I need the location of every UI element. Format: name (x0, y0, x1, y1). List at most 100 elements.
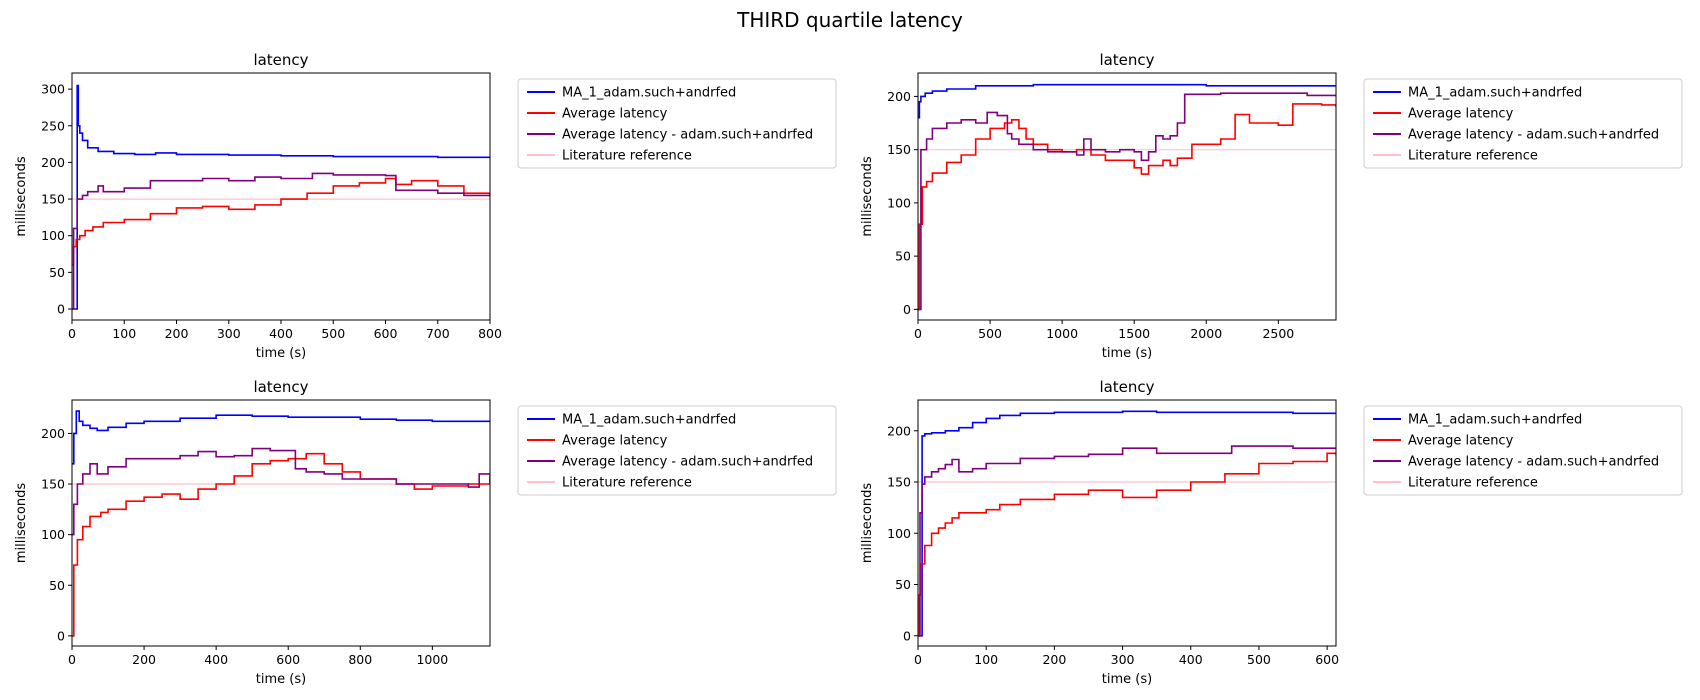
x-tick-label: 200 (1042, 652, 1066, 667)
x-tick-label: 700 (426, 326, 450, 341)
plot-frame (917, 399, 1337, 647)
subplot-3: 0 200 400 600 800 1000 0 50 100 150 200 latency time… (14, 378, 837, 687)
legend-label: Literature reference (562, 476, 692, 491)
subplot-title: latency (1099, 378, 1154, 396)
legend: MA_1_adam.such+andrfed Average latency Ave… (517, 78, 837, 169)
plot-frame (917, 72, 1337, 321)
y-tick-label: 0 (57, 628, 65, 643)
y-tick-label: 150 (887, 475, 911, 490)
x-tick-label: 500 (978, 326, 1002, 341)
y-tick-label: 0 (903, 302, 911, 317)
y-tick-label: 50 (895, 249, 911, 264)
x-tick-label: 0 (68, 652, 76, 667)
y-tick-label: 150 (41, 477, 65, 492)
x-tick-label: 600 (276, 652, 300, 667)
legend: MA_1_adam.such+andrfed Average latency Ave… (517, 405, 837, 496)
series-line-ma-1-adam-such-andrfed (72, 410, 490, 465)
x-tick-label: 200 (132, 652, 156, 667)
series-group (72, 84, 490, 310)
series-line-ma-1-adam-such-andrfed (918, 83, 1336, 119)
legend-label: Average latency - adam.such+andrfed (1408, 455, 1659, 470)
legend-label: Average latency - adam.such+andrfed (1408, 128, 1659, 143)
figure-title: THIRD quartile latency (737, 8, 963, 32)
series-line-ma-1-adam-such-andrfed (918, 410, 1336, 637)
x-axis-label: time (s) (256, 346, 306, 361)
subplot-4: 0 100 200 300 400 500 600 0 50 100 150 200 latency ti… (860, 378, 1683, 687)
x-axis-label: time (s) (256, 672, 306, 687)
x-tick-label: 800 (348, 652, 372, 667)
y-axis-label: milliseconds (860, 156, 875, 236)
series-group (918, 83, 1336, 311)
x-tick-label: 1000 (1046, 326, 1078, 341)
legend-label: Literature reference (1408, 476, 1538, 491)
x-tick-label: 500 (1247, 652, 1271, 667)
series-line-average-latency-adam-such-andrfed (72, 172, 490, 310)
y-tick-label: 100 (887, 195, 911, 210)
x-tick-label: 2500 (1262, 326, 1294, 341)
y-tick-label: 150 (41, 192, 65, 207)
legend-box (517, 78, 837, 169)
legend-box (517, 405, 837, 496)
y-axis-label: milliseconds (14, 156, 29, 236)
series-line-average-latency-adam-such-andrfed (72, 447, 490, 536)
series-line-average-latency (918, 452, 1336, 637)
legend-box (1363, 405, 1683, 496)
y-tick-label: 0 (57, 302, 65, 317)
legend-label: MA_1_adam.such+andrfed (1408, 86, 1582, 101)
series-group (918, 410, 1336, 637)
series-line-average-latency-adam-such-andrfed (918, 92, 1336, 311)
x-tick-label: 0 (914, 652, 922, 667)
y-tick-label: 100 (41, 228, 65, 243)
legend-label: Average latency (1408, 107, 1514, 122)
x-tick-label: 0 (68, 326, 76, 341)
legend-label: Average latency - adam.such+andrfed (562, 128, 813, 143)
legend-label: Average latency (562, 434, 668, 449)
y-axis-label: milliseconds (14, 483, 29, 563)
legend-label: MA_1_adam.such+andrfed (562, 86, 736, 101)
y-tick-label: 200 (41, 426, 65, 441)
y-tick-label: 200 (887, 89, 911, 104)
y-axis-label: milliseconds (860, 483, 875, 563)
legend-label: Literature reference (1408, 149, 1538, 164)
x-tick-label: 300 (1111, 652, 1135, 667)
y-tick-label: 100 (41, 527, 65, 542)
x-tick-label: 600 (1315, 652, 1339, 667)
x-tick-label: 800 (478, 326, 502, 341)
y-tick-label: 250 (41, 118, 65, 133)
legend: MA_1_adam.such+andrfed Average latency Ave… (1363, 405, 1683, 496)
subplot-1: 0 100 200 300 400 500 600 700 800 0 50 100 150 200 250… (14, 51, 837, 361)
series-line-average-latency-adam-such-andrfed (918, 445, 1336, 637)
subplot-title: latency (253, 51, 308, 69)
x-tick-label: 600 (374, 326, 398, 341)
x-axis-label: time (s) (1102, 346, 1152, 361)
subplot-title: latency (253, 378, 308, 396)
y-tick-label: 200 (41, 155, 65, 170)
plot-frame (71, 72, 491, 321)
legend-label: Average latency (1408, 434, 1514, 449)
x-tick-label: 1500 (1118, 326, 1150, 341)
x-tick-label: 100 (112, 326, 136, 341)
y-tick-label: 0 (903, 628, 911, 643)
subplot-title: latency (1099, 51, 1154, 69)
legend: MA_1_adam.such+andrfed Average latency Ave… (1363, 78, 1683, 169)
x-tick-label: 400 (269, 326, 293, 341)
y-tick-label: 300 (41, 82, 65, 97)
x-tick-label: 300 (217, 326, 241, 341)
x-tick-label: 2000 (1190, 326, 1222, 341)
series-group (72, 410, 490, 637)
y-tick-label: 50 (49, 578, 65, 593)
legend-label: Literature reference (562, 149, 692, 164)
series-line-average-latency (72, 177, 490, 266)
x-tick-label: 1000 (416, 652, 448, 667)
y-tick-label: 50 (895, 577, 911, 592)
y-tick-label: 150 (887, 142, 911, 157)
x-tick-label: 400 (1179, 652, 1203, 667)
y-tick-label: 200 (887, 423, 911, 438)
legend-label: Average latency - adam.such+andrfed (562, 455, 813, 470)
y-tick-label: 50 (49, 265, 65, 280)
x-axis-label: time (s) (1102, 672, 1152, 687)
legend-label: Average latency (562, 107, 668, 122)
x-tick-label: 100 (974, 652, 998, 667)
subplot-2: 0 500 1000 1500 2000 2500 0 50 100 150 200 latency t… (860, 51, 1683, 361)
